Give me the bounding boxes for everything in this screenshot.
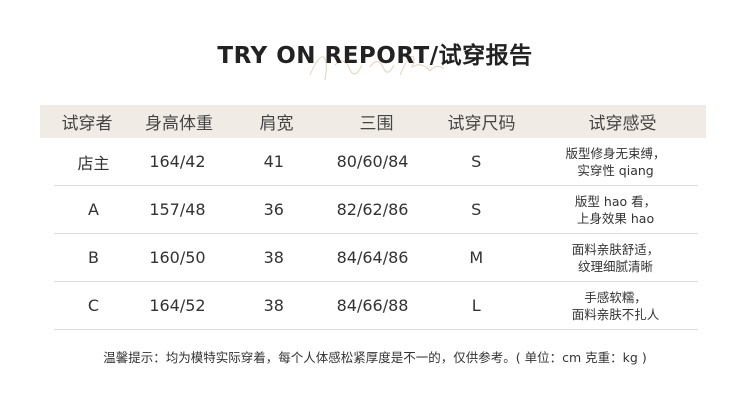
try-on-table: 试穿者 身高体重 肩宽 三围 试穿尺码 试穿感受 店主 164/42 41 80/60… (40, 105, 706, 330)
shoulder: 36 (263, 200, 284, 219)
measurements: 84/66/88 (336, 296, 409, 315)
height-weight: 157/48 (149, 200, 206, 219)
feedback-line: 实穿性 qiang (577, 162, 654, 178)
header-height-weight: 身高体重 (145, 114, 213, 134)
header-measurements: 三围 (359, 114, 394, 134)
tester-name: A (88, 200, 99, 219)
height-weight: 160/50 (149, 248, 206, 267)
header-feedback: 试穿感受 (588, 114, 657, 134)
size: L (471, 296, 481, 315)
watermark-signature (309, 55, 445, 81)
height-weight: 164/42 (149, 152, 206, 171)
table-row: C 164/52 38 84/66/88 L 手感软糯， 面料亲肤不扎人 (54, 282, 698, 330)
measurements: 82/62/86 (336, 200, 409, 219)
size: S (471, 152, 482, 171)
shoulder: 38 (263, 296, 284, 315)
feedback-line: 手感软糯， (584, 289, 647, 305)
size: M (469, 248, 484, 267)
tester-name: C (87, 296, 100, 315)
footer-note: 温馨提示：均为模特实际穿着，每个人体感松紧厚度是不一的，仅供参考。( 单位：cm… (103, 350, 647, 365)
table-row: 店主 164/42 41 80/60/84 S 版型修身无束缚， 实穿性 qiang (54, 138, 698, 186)
header-shoulder: 肩宽 (259, 114, 294, 134)
tester-name: 店主 (77, 153, 110, 173)
size: S (471, 200, 482, 219)
feedback-line: 上身效果 hao (576, 210, 655, 226)
measurements: 80/60/84 (336, 152, 409, 171)
header-tester: 试穿者 (61, 114, 113, 134)
header-size: 试穿尺码 (447, 114, 516, 134)
shoulder: 38 (263, 248, 284, 267)
page-title: TRY ON REPORT/试穿报告 (217, 43, 533, 69)
height-weight: 164/52 (149, 296, 206, 315)
shoulder: 41 (263, 152, 284, 171)
feedback-line: 版型 hao 看， (574, 193, 657, 209)
measurements: 84/64/86 (336, 248, 409, 267)
feedback: 手感软糯， 面料亲肤不扎人 (533, 289, 698, 323)
feedback-line: 版型修身无束缚， (565, 145, 666, 161)
table-header: 试穿者 身高体重 肩宽 三围 试穿尺码 试穿感受 (40, 105, 706, 138)
feedback-line: 面料亲肤舒适， (571, 241, 660, 257)
feedback: 版型 hao 看， 上身效果 hao (533, 193, 698, 227)
tester-name: B (88, 248, 99, 267)
feedback-line: 面料亲肤不扎人 (571, 306, 660, 322)
table-row: B 160/50 38 84/64/86 M 面料亲肤舒适， 纹理细腻清晰 (54, 234, 698, 282)
table-row: A 157/48 36 82/62/86 S 版型 hao 看， 上身效果 hao (54, 186, 698, 234)
feedback-line: 纹理细腻清晰 (578, 258, 654, 274)
feedback: 版型修身无束缚， 实穿性 qiang (533, 145, 698, 179)
feedback: 面料亲肤舒适， 纹理细腻清晰 (533, 241, 698, 275)
